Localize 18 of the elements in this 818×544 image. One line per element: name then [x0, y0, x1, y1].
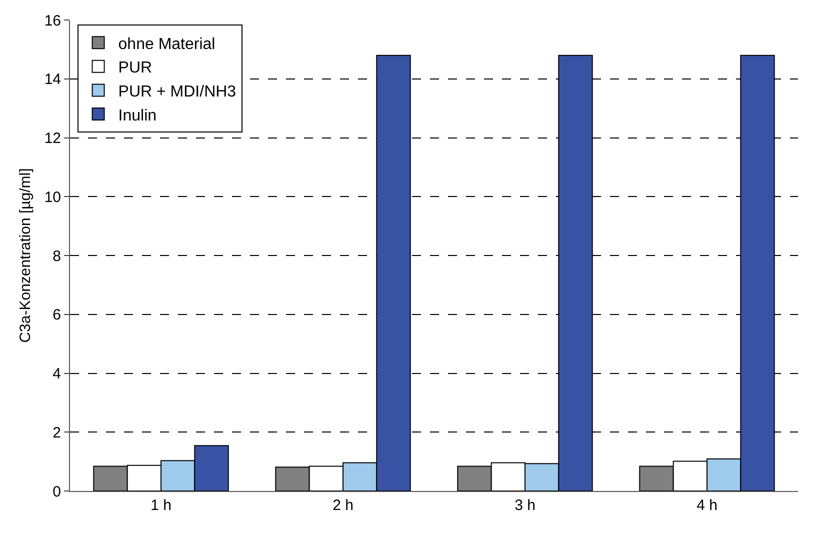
- y-tick-label: 8: [52, 248, 61, 265]
- y-axis-title: C3a-Konzentration [µg/ml]: [17, 168, 34, 343]
- x-tick-label: 1 h: [150, 497, 172, 514]
- y-tick-label: 2: [52, 424, 61, 442]
- x-tick-label: 4 h: [696, 497, 718, 514]
- x-tick-label: 2 h: [332, 497, 354, 514]
- y-tick-label: 6: [52, 306, 61, 324]
- legend-label: PUR + MDI/NH3: [118, 83, 236, 100]
- y-tick-label: 0: [52, 483, 61, 500]
- y-tick-label: 4: [52, 366, 61, 382]
- legend-label: Inulin: [118, 107, 157, 124]
- y-tick-label: 10: [44, 188, 61, 206]
- legend-label: ohne Material: [118, 36, 216, 53]
- legend-label: PUR: [118, 60, 152, 77]
- y-tick-label: 12: [44, 130, 61, 147]
- y-tick-label: 16: [44, 12, 61, 30]
- x-tick-label: 3 h: [514, 497, 536, 514]
- y-tick-label: 14: [44, 71, 61, 88]
